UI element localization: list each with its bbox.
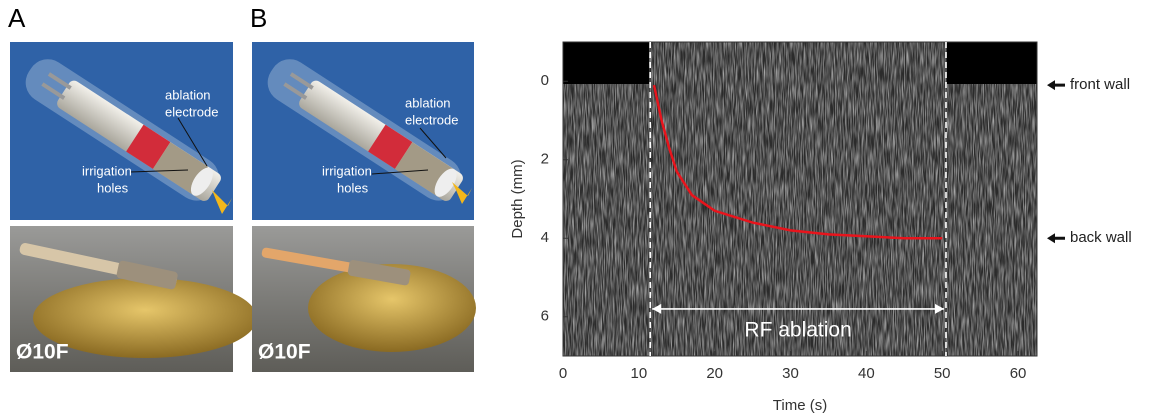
panel-label: B <box>250 3 267 33</box>
x-tick-label: 20 <box>706 365 723 382</box>
annotation: electrode <box>165 104 218 119</box>
x-tick-label: 50 <box>934 365 951 382</box>
mmode-dark <box>563 42 649 84</box>
annotation: back wall <box>1070 229 1132 246</box>
annotation: holes <box>337 180 369 195</box>
panel-label: A <box>8 3 26 33</box>
annotation: holes <box>97 180 129 195</box>
annotation: irrigation <box>82 163 132 178</box>
x-tick-label: 60 <box>1010 365 1027 382</box>
annotation: ablation <box>405 95 451 110</box>
figure: A ablation electrode irrigation holes Ø1… <box>0 0 1154 417</box>
y-tick-label: 4 <box>541 229 549 246</box>
size-label: Ø10F <box>16 341 69 364</box>
annotation-arrow <box>1047 80 1065 90</box>
y-tick-label: 2 <box>541 151 549 168</box>
y-axis-label: Depth (mm) <box>509 159 526 238</box>
panel-b: B ablation electrode irrigation holes Ø1… <box>250 3 476 372</box>
annotation: electrode <box>405 112 458 127</box>
x-tick-label: 0 <box>559 365 567 382</box>
mmode-dark <box>947 42 1037 84</box>
x-tick-label: 30 <box>782 365 799 382</box>
span-label: RF ablation <box>744 318 851 341</box>
annotation: front wall <box>1070 76 1130 93</box>
size-label: Ø10F <box>258 341 311 364</box>
panel-a: A ablation electrode irrigation holes Ø1… <box>8 3 257 372</box>
annotation: ablation <box>165 87 211 102</box>
x-tick-label: 40 <box>858 365 875 382</box>
y-tick-label: 6 <box>541 308 549 325</box>
x-tick-label: 10 <box>630 365 647 382</box>
x-axis-label: Time (s) <box>773 397 827 414</box>
y-tick-label: 0 <box>541 72 549 89</box>
annotation-arrow <box>1047 233 1065 243</box>
annotation: irrigation <box>322 163 372 178</box>
